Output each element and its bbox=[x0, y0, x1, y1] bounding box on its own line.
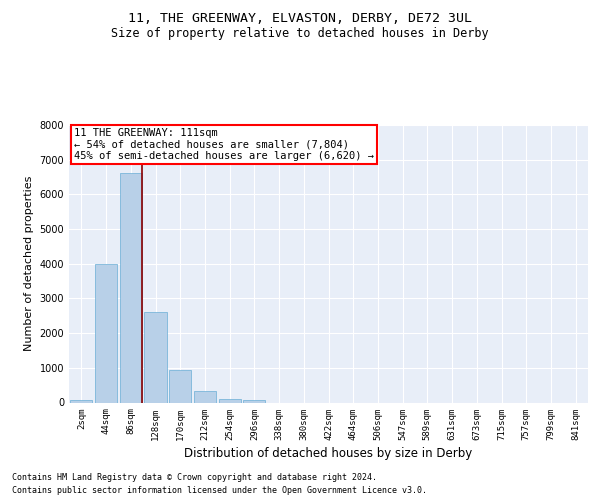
Bar bbox=[218, 398, 241, 402]
X-axis label: Distribution of detached houses by size in Derby: Distribution of detached houses by size … bbox=[184, 446, 473, 460]
Bar bbox=[70, 400, 92, 402]
Text: Contains HM Land Registry data © Crown copyright and database right 2024.: Contains HM Land Registry data © Crown c… bbox=[12, 474, 377, 482]
Bar bbox=[145, 312, 167, 402]
Y-axis label: Number of detached properties: Number of detached properties bbox=[24, 176, 34, 352]
Bar bbox=[169, 370, 191, 402]
Text: 11, THE GREENWAY, ELVASTON, DERBY, DE72 3UL: 11, THE GREENWAY, ELVASTON, DERBY, DE72 … bbox=[128, 12, 472, 26]
Bar bbox=[119, 173, 142, 402]
Text: 11 THE GREENWAY: 111sqm
← 54% of detached houses are smaller (7,804)
45% of semi: 11 THE GREENWAY: 111sqm ← 54% of detache… bbox=[74, 128, 374, 161]
Text: Contains public sector information licensed under the Open Government Licence v3: Contains public sector information licen… bbox=[12, 486, 427, 495]
Bar bbox=[243, 400, 265, 402]
Bar bbox=[95, 264, 117, 402]
Text: Size of property relative to detached houses in Derby: Size of property relative to detached ho… bbox=[111, 28, 489, 40]
Bar bbox=[194, 391, 216, 402]
